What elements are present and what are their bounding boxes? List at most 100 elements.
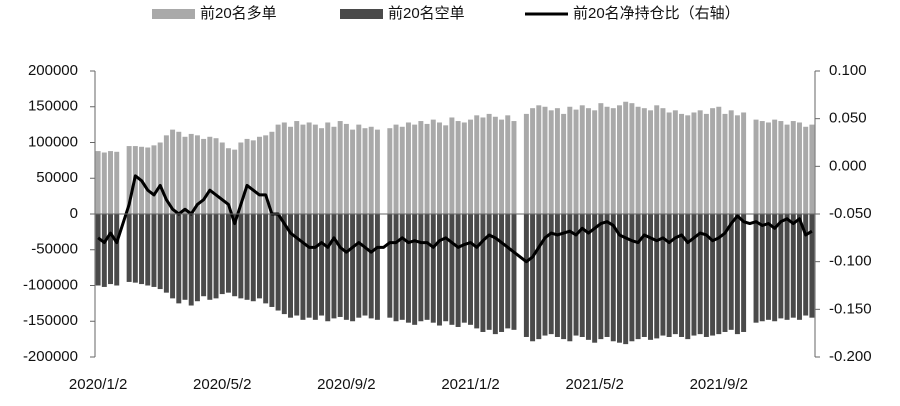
bar (294, 121, 300, 214)
bar (225, 214, 231, 293)
y2-tick-label: -0.100 (829, 253, 872, 270)
bar (188, 214, 194, 306)
bar (648, 214, 653, 340)
bar (809, 124, 815, 214)
bar (232, 214, 238, 297)
bar (716, 214, 722, 335)
bar (685, 214, 691, 340)
bar (710, 214, 716, 336)
bar (660, 108, 666, 214)
bar (461, 122, 467, 214)
bar (511, 121, 517, 214)
bar (672, 110, 678, 214)
bar (635, 106, 641, 214)
bar (356, 214, 362, 318)
bar (585, 214, 591, 340)
bar (492, 116, 498, 214)
bar (635, 214, 641, 340)
bar (443, 125, 449, 214)
bar (765, 122, 771, 214)
y-tick-label: -100000 (23, 276, 78, 293)
legend-marker (340, 9, 383, 19)
bar (710, 108, 716, 214)
bar (523, 113, 529, 214)
bar (269, 214, 275, 307)
bar (114, 151, 120, 214)
bar (697, 214, 703, 335)
bar (126, 146, 132, 214)
bar (474, 115, 480, 214)
bar (648, 110, 653, 214)
bar (579, 214, 585, 337)
bar (257, 214, 262, 299)
bar (170, 214, 176, 299)
bar (672, 214, 678, 335)
bar (548, 214, 554, 335)
bar (250, 214, 256, 302)
bar (765, 214, 771, 320)
bar (598, 214, 604, 340)
bar (567, 106, 573, 214)
legend-label: 前20名净持仓比（右轴） (573, 5, 740, 22)
bar (405, 214, 411, 323)
bar (691, 112, 697, 214)
bar (542, 106, 548, 214)
bar (337, 214, 343, 317)
bar (337, 121, 343, 214)
bar (250, 140, 256, 214)
bar (405, 122, 411, 214)
bar (207, 214, 213, 300)
bar (809, 214, 815, 318)
bar (753, 214, 759, 323)
x-tick-label: 2021/9/2 (690, 376, 748, 393)
bar (331, 214, 337, 319)
bar (486, 214, 492, 330)
y2-tick-label: -0.150 (829, 300, 872, 317)
bar (114, 214, 120, 286)
y2-tick-label: 0.000 (829, 157, 867, 174)
bar (536, 105, 542, 214)
bar (95, 214, 101, 286)
bar (610, 214, 616, 342)
bar (610, 108, 616, 214)
bar (312, 124, 318, 214)
bar (641, 108, 647, 214)
bar (511, 214, 517, 330)
bar (325, 214, 331, 322)
x-tick-label: 2020/5/2 (193, 376, 251, 393)
bar (728, 110, 734, 214)
bar (157, 142, 163, 214)
bar (263, 214, 269, 304)
bar (703, 214, 709, 337)
bar (437, 122, 442, 214)
bar (666, 112, 672, 214)
bar (362, 214, 368, 316)
bar (561, 113, 567, 214)
bar (554, 214, 560, 337)
bar (194, 214, 200, 302)
bar (592, 214, 598, 343)
bar (257, 136, 262, 214)
bar (225, 148, 231, 214)
bar (374, 214, 380, 320)
x-tick-label: 2020/9/2 (317, 376, 375, 393)
bar (685, 115, 691, 214)
y-tick-label: 50000 (36, 169, 78, 186)
bar (176, 214, 182, 304)
bar (306, 122, 312, 214)
bar (412, 124, 418, 214)
bar (269, 131, 275, 214)
bar (319, 214, 325, 316)
bar (238, 142, 244, 214)
bar (728, 214, 734, 330)
bar (617, 105, 622, 214)
bar (139, 214, 145, 285)
legend-label: 前20名空单 (388, 5, 465, 22)
y-tick-label: -50000 (31, 241, 78, 258)
bar (784, 124, 790, 214)
bar (101, 152, 107, 214)
line (97, 174, 813, 264)
x-tick-label: 2021/5/2 (565, 376, 623, 393)
y-tick-label: 100000 (28, 133, 78, 150)
